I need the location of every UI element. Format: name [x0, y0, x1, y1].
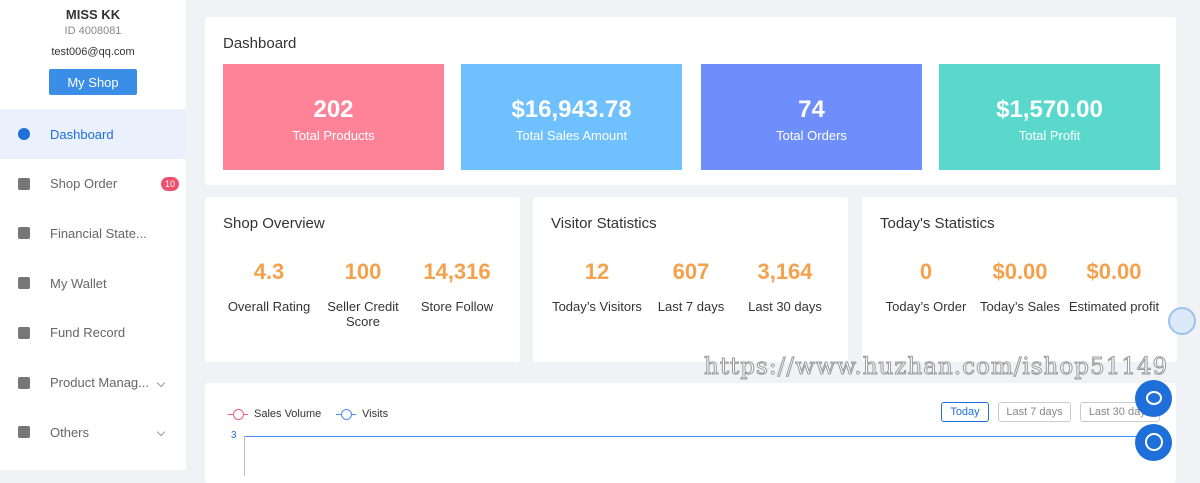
stat-value: 607	[672, 259, 710, 284]
stat: 12 Today’s Visitors	[547, 259, 647, 314]
stat: 607 Last 7 days	[641, 259, 741, 314]
stat-label: Last 30 days	[748, 299, 822, 314]
support-button[interactable]	[1135, 424, 1172, 461]
menu-label: Product Manag...	[50, 375, 149, 390]
chat-button[interactable]	[1135, 380, 1172, 417]
card-value: 202	[313, 96, 354, 123]
panel-title: Dashboard	[223, 35, 297, 52]
menu-label: Financial State...	[50, 225, 147, 241]
watermark: https://www.huzhan.com/ishop51149	[703, 354, 1169, 381]
panel-title: Shop Overview	[223, 215, 325, 232]
stat-card: $1,570.00 Total Profit	[939, 64, 1160, 170]
menu-icon	[18, 426, 30, 439]
user-email: test006@qq.com	[51, 46, 135, 58]
stat-label: Estimated profit	[1068, 299, 1160, 314]
grid-line	[244, 436, 1144, 437]
stat: $0.00 Today’s Sales	[970, 259, 1070, 314]
stat-card: 74 Total Orders	[701, 64, 922, 170]
menu-icon	[18, 128, 30, 140]
sidebar: MISS KK ID 4008081 test006@qq.com My Sho…	[0, 0, 186, 470]
stat-value: $0.00	[992, 259, 1048, 284]
menu-label: Shop Order	[50, 176, 118, 192]
stat-label: Today’s Sales	[980, 299, 1060, 314]
menu-item[interactable]: Dashboard	[0, 109, 186, 159]
chevron	[156, 378, 166, 387]
menu-icon	[18, 326, 30, 339]
stat-value: 0	[919, 259, 933, 284]
stat-value: 3,164	[757, 259, 813, 284]
stat-value: $0.00	[1086, 259, 1142, 284]
menu-item[interactable]: Others	[0, 407, 186, 457]
range-button[interactable]: Today	[941, 402, 989, 422]
stat-value: 4.3	[253, 259, 285, 284]
stat-label: Seller Credit Score	[327, 299, 399, 329]
card-value: $16,943.78	[511, 96, 632, 123]
range-button[interactable]: Last 7 days	[998, 402, 1071, 422]
stat-label: Store Follow	[420, 299, 494, 314]
stat-card: $16,943.78 Total Sales Amount	[461, 64, 682, 170]
panel-title: Today's Statistics	[880, 215, 995, 232]
stats-panel: Visitor Statistics 12 Today’s Visitors 607 L…	[533, 197, 848, 362]
stat-value: 100	[344, 259, 382, 284]
stat: $0.00 Estimated profit	[1064, 259, 1164, 314]
menu-label: Dashboard	[50, 126, 114, 142]
y-tick-label: 3	[231, 430, 237, 441]
settings-icon[interactable]	[1168, 307, 1196, 335]
my-shop-button[interactable]: My Shop	[49, 69, 137, 95]
card-value: $1,570.00	[996, 96, 1103, 123]
stat: 3,164 Last 30 days	[735, 259, 835, 314]
menu-label: My Wallet	[50, 275, 107, 291]
menu-icon	[18, 227, 30, 240]
legend-label[interactable]: Sales Volume	[254, 408, 322, 420]
card-value: 74	[798, 96, 825, 123]
card-label: Total Products	[292, 128, 375, 143]
y-axis	[244, 436, 245, 476]
menu-item[interactable]: Financial State...	[0, 208, 186, 258]
stat-label: Today’s Visitors	[552, 299, 642, 314]
legend-dot	[233, 409, 244, 420]
card-label: Total Profit	[1018, 128, 1081, 143]
card-label: Total Sales Amount	[515, 128, 628, 143]
stat: 14,316 Store Follow	[407, 259, 507, 314]
stat-card: 202 Total Products	[223, 64, 444, 170]
menu-icon	[18, 277, 30, 290]
card-label: Total Orders	[776, 128, 847, 143]
stat: 4.3 Overall Rating	[219, 259, 319, 314]
stats-panel: Shop Overview 4.3 Overall Rating 100 Seller …	[205, 197, 520, 362]
menu-badge: 10	[161, 176, 180, 191]
menu-item[interactable]: My Wallet	[0, 258, 186, 308]
user-id: ID 4008081	[64, 25, 122, 37]
menu-item[interactable]: Shop Order 10	[0, 159, 186, 209]
stat-label: Last 7 days	[657, 299, 725, 314]
stat-label: Today’s Order	[885, 299, 967, 314]
user-name: MISS KK	[65, 7, 121, 22]
dashboard-panel: Dashboard 202 Total Products $16,943.78 Tot…	[205, 17, 1176, 185]
chevron	[156, 427, 166, 437]
panel-title: Visitor Statistics	[551, 215, 657, 232]
menu-item[interactable]: Fund Record	[0, 308, 186, 358]
legend-label[interactable]: Visits	[362, 408, 389, 420]
stats-panel: Today's Statistics 0 Today’s Order $0.00 Tod…	[862, 197, 1177, 362]
menu-icon	[18, 177, 30, 190]
menu-label: Fund Record	[50, 325, 126, 341]
stat-value: 14,316	[423, 259, 491, 284]
menu-icon	[18, 376, 30, 389]
menu-label: Others	[50, 424, 90, 440]
chart-panel	[205, 383, 1176, 483]
stat: 100 Seller Credit Score	[313, 259, 413, 329]
menu-item[interactable]: Product Manag...	[0, 358, 186, 408]
legend-dot	[341, 409, 352, 420]
stat-label: Overall Rating	[227, 299, 311, 314]
stat-value: 12	[584, 259, 610, 284]
stat: 0 Today’s Order	[876, 259, 976, 314]
